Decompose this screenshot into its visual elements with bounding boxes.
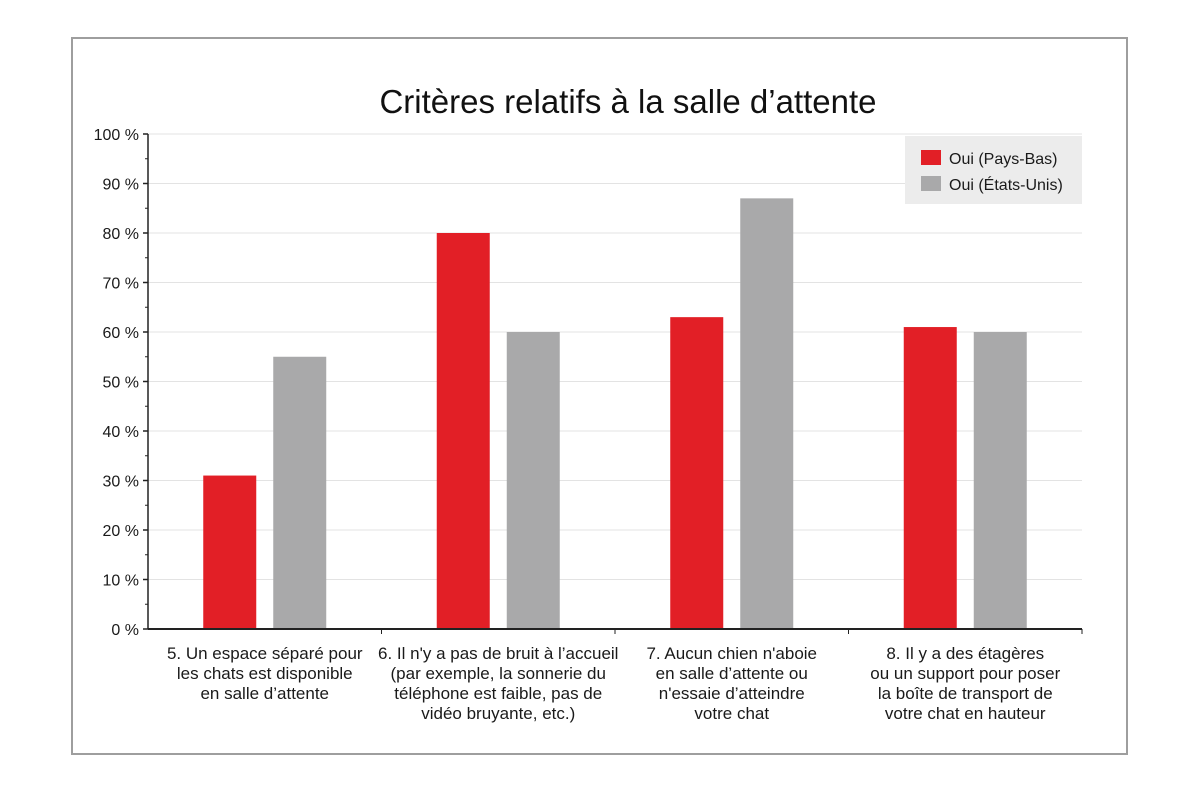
bar: [506, 332, 560, 629]
bar: [740, 198, 794, 629]
category-label-line: n'essaie d’atteindre: [659, 684, 805, 703]
y-tick-label: 20 %: [103, 523, 139, 540]
y-tick-label: 100 %: [94, 127, 139, 144]
category-label-line: ou un support pour poser: [870, 664, 1060, 683]
category-label: 6. Il n'y a pas de bruit à l’accueil (par…: [378, 644, 618, 723]
legend-swatch: [921, 150, 941, 165]
y-tick-label: 40 %: [103, 424, 139, 441]
category-label-line: les chats est disponible: [177, 664, 353, 683]
bar: [273, 356, 327, 629]
y-tick-label: 70 %: [103, 276, 139, 293]
legend-label: Oui (États-Unis): [949, 175, 1063, 194]
category-label-line: 7. Aucun chien n'aboie: [646, 644, 817, 663]
y-tick-label: 60 %: [103, 325, 139, 342]
legend-box: [905, 136, 1082, 204]
bar: [203, 475, 257, 629]
y-tick-label: 50 %: [103, 375, 139, 392]
y-tick-label: 90 %: [103, 177, 139, 194]
bar: [436, 233, 490, 629]
category-label-line: 8. Il y a des étagères: [886, 644, 1044, 663]
category-label: 8. Il y a des étagères ou un support pour…: [870, 644, 1060, 723]
bar: [903, 327, 957, 629]
category-label-line: (par exemple, la sonnerie du: [391, 664, 606, 683]
bars: [203, 198, 1027, 629]
category-label-line: 6. Il n'y a pas de bruit à l’accueil: [378, 644, 618, 663]
legend-swatch: [921, 176, 941, 191]
bar: [973, 332, 1027, 629]
chart-title: Critères relatifs à la salle d’attente: [379, 83, 876, 120]
y-tick-label: 80 %: [103, 226, 139, 243]
category-label: 7. Aucun chien n'aboie en salle d’attente…: [646, 644, 817, 723]
category-label-line: en salle d’attente ou: [656, 664, 808, 683]
y-axis: 0 % 10 % 20 % 30 % 40 % 50 % 60 % 70 % 80 % 90 % 1…: [94, 127, 149, 639]
category-label-line: en salle d’attente: [200, 684, 329, 703]
bar: [670, 317, 724, 629]
category-label-line: 5. Un espace séparé pour: [167, 644, 363, 663]
x-axis: 5. Un espace séparé pour les chats est di…: [148, 628, 1083, 723]
category-label-line: vidéo bruyante, etc.): [421, 704, 575, 723]
category-label-line: la boîte de transport de: [878, 684, 1053, 703]
y-tick-label: 0 %: [111, 622, 139, 639]
category-label: 5. Un espace séparé pour les chats est di…: [167, 644, 363, 703]
category-label-line: téléphone est faible, pas de: [394, 684, 602, 703]
y-tick-label: 10 %: [103, 573, 139, 590]
category-label-line: votre chat en hauteur: [885, 704, 1046, 723]
category-label-line: votre chat: [694, 704, 769, 723]
legend-label: Oui (Pays-Bas): [949, 151, 1057, 168]
y-tick-label: 30 %: [103, 474, 139, 491]
legend: Oui (Pays-Bas) Oui (États-Unis): [905, 136, 1082, 204]
